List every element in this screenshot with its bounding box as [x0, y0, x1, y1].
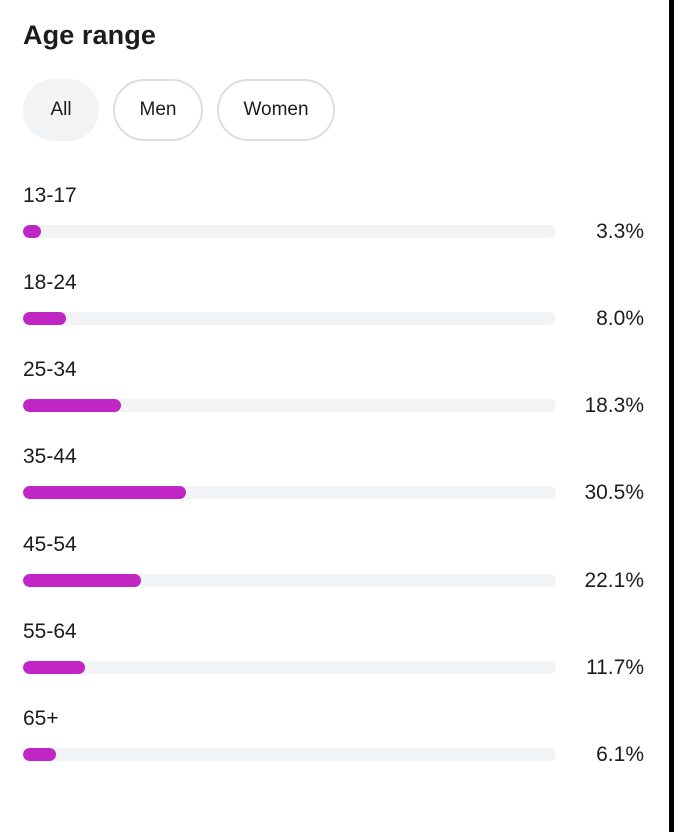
age-range-label: 35-44: [23, 445, 77, 468]
progress-track: [23, 399, 556, 412]
percent-value: 6.1%: [596, 743, 644, 766]
percent-value: 30.5%: [584, 481, 644, 504]
age-range-label: 65+: [23, 707, 59, 730]
filter-men-chip[interactable]: Men: [113, 79, 203, 141]
progress-fill: [23, 312, 66, 325]
progress-track: [23, 312, 556, 325]
age-row-55-64: 55-64 11.7%: [0, 620, 669, 700]
progress-fill: [23, 486, 186, 499]
progress-track: [23, 748, 556, 761]
age-range-label: 55-64: [23, 620, 77, 643]
progress-track: [23, 574, 556, 587]
percent-value: 3.3%: [596, 220, 644, 243]
age-row-35-44: 35-44 30.5%: [0, 445, 669, 525]
age-row-45-54: 45-54 22.1%: [0, 533, 669, 613]
age-row-18-24: 18-24 8.0%: [0, 271, 669, 351]
progress-track: [23, 225, 556, 238]
progress-track: [23, 486, 556, 499]
age-row-65-plus: 65+ 6.1%: [0, 707, 669, 787]
age-row-25-34: 25-34 18.3%: [0, 358, 669, 438]
age-range-label: 45-54: [23, 533, 77, 556]
section-title: Age range: [23, 20, 156, 50]
gender-filter-group: All Men Women: [23, 79, 335, 141]
filter-all-chip[interactable]: All: [23, 79, 99, 141]
progress-fill: [23, 661, 86, 674]
percent-value: 18.3%: [584, 394, 644, 417]
progress-track: [23, 661, 556, 674]
age-range-label: 13-17: [23, 184, 77, 207]
progress-fill: [23, 225, 41, 238]
filter-women-chip[interactable]: Women: [217, 79, 335, 141]
age-row-13-17: 13-17 3.3%: [0, 184, 669, 264]
progress-fill: [23, 748, 56, 761]
percent-value: 8.0%: [596, 307, 644, 330]
progress-fill: [23, 399, 121, 412]
percent-value: 22.1%: [584, 569, 644, 592]
progress-fill: [23, 574, 141, 587]
age-range-label: 25-34: [23, 358, 77, 381]
percent-value: 11.7%: [586, 656, 644, 679]
age-range-label: 18-24: [23, 271, 77, 294]
